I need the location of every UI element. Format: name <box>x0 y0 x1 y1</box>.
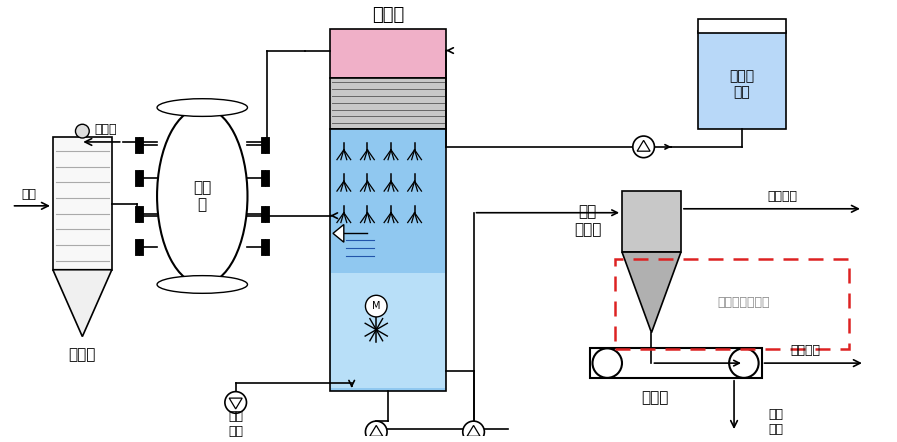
Polygon shape <box>333 225 344 242</box>
Text: 脱水机: 脱水机 <box>641 390 669 405</box>
Ellipse shape <box>157 99 248 116</box>
Text: 石灰石
浆液: 石灰石 浆液 <box>729 69 754 99</box>
Text: 脱硫
石膏: 脱硫 石膏 <box>769 408 784 436</box>
Text: 旋流器底流污泥: 旋流器底流污泥 <box>718 296 770 309</box>
Ellipse shape <box>157 107 248 285</box>
Polygon shape <box>53 270 112 336</box>
Circle shape <box>75 124 89 138</box>
Text: 脱硫废水: 脱硫废水 <box>767 191 797 203</box>
Text: 烟气: 烟气 <box>22 187 37 201</box>
Text: 氧化
空气: 氧化 空气 <box>228 410 243 438</box>
Polygon shape <box>370 426 383 436</box>
Bar <box>589 348 762 378</box>
Text: 石膏
旋流器: 石膏 旋流器 <box>574 204 601 237</box>
Text: 吸收塔: 吸收塔 <box>372 6 405 24</box>
Bar <box>615 259 849 349</box>
Circle shape <box>632 136 655 158</box>
Bar <box>330 29 446 78</box>
Bar <box>53 137 112 270</box>
Circle shape <box>365 421 388 442</box>
Bar <box>330 78 446 129</box>
Ellipse shape <box>157 276 248 293</box>
Text: 净烟气: 净烟气 <box>95 123 118 136</box>
Polygon shape <box>637 141 650 151</box>
Text: 脱硫废水: 脱硫废水 <box>791 344 821 357</box>
Bar <box>331 273 445 388</box>
Circle shape <box>729 348 759 378</box>
Text: 除尘器: 除尘器 <box>69 347 96 362</box>
Bar <box>698 19 786 33</box>
Circle shape <box>593 348 622 378</box>
Circle shape <box>225 392 247 413</box>
Polygon shape <box>230 398 242 409</box>
Bar <box>698 31 786 129</box>
Circle shape <box>365 295 388 317</box>
Circle shape <box>463 421 484 442</box>
Polygon shape <box>622 252 681 333</box>
Text: M: M <box>372 301 380 311</box>
Bar <box>622 191 681 252</box>
Bar <box>330 129 446 391</box>
Polygon shape <box>467 426 480 436</box>
Text: 换热
器: 换热 器 <box>193 180 212 212</box>
